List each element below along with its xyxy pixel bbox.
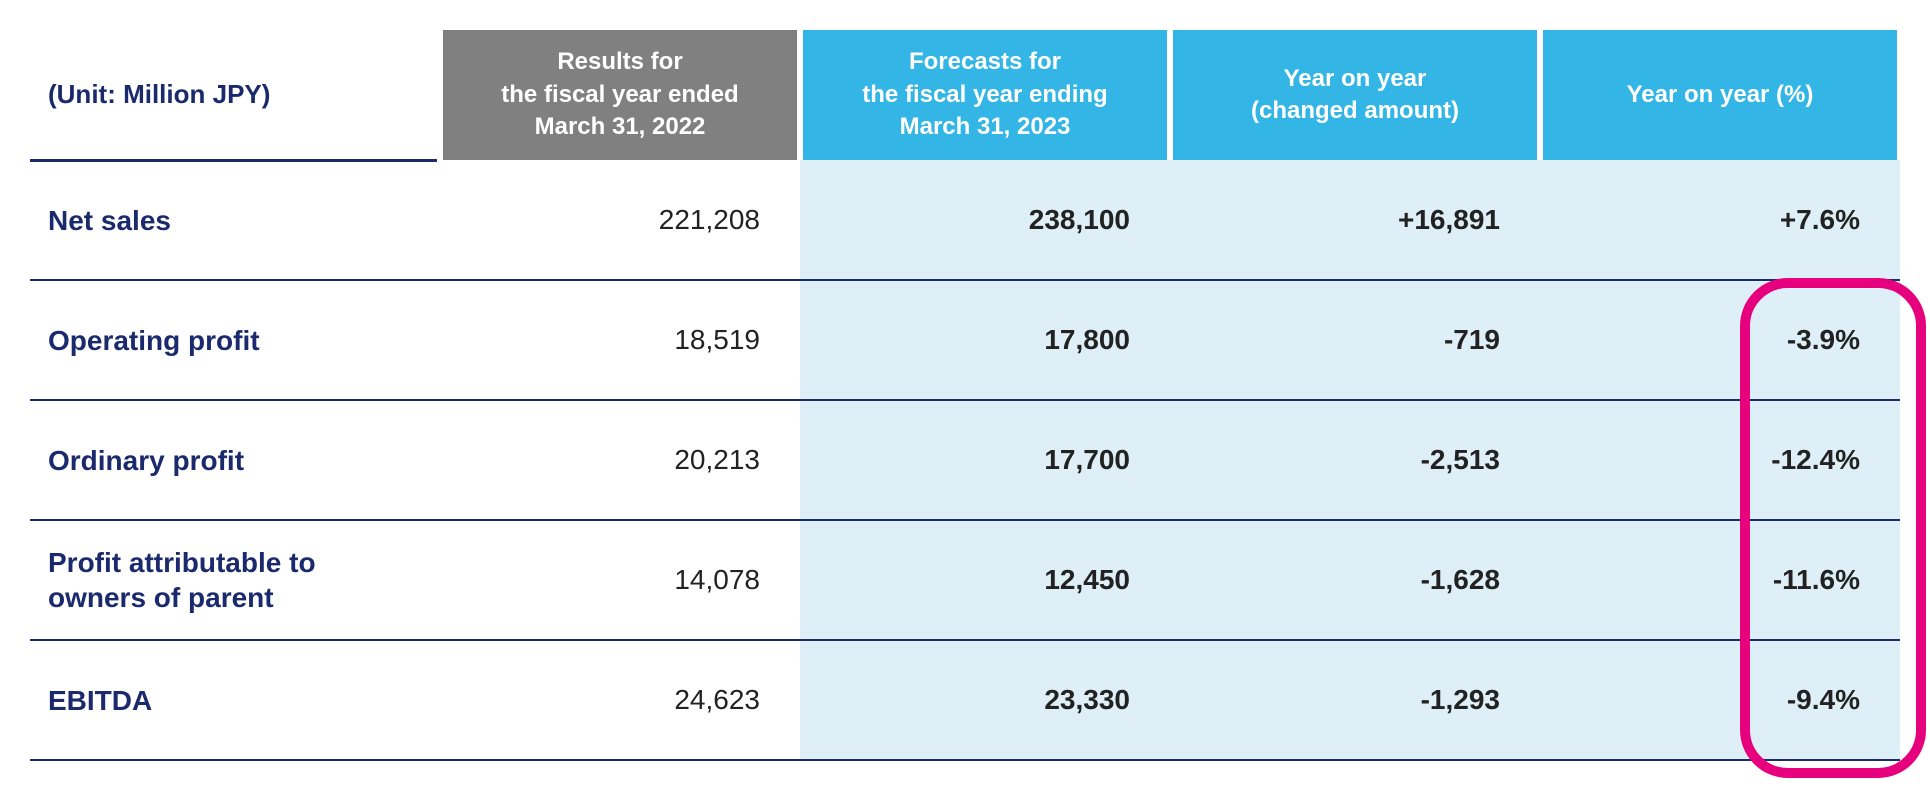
col-header-yoy-pct: Year on year (%): [1540, 30, 1900, 160]
cell-yoy-pct: +7.6%: [1540, 160, 1900, 280]
cell-forecast: 12,450: [800, 520, 1170, 640]
cell-forecast: 17,700: [800, 400, 1170, 520]
cell-yoy-pct: -12.4%: [1540, 400, 1900, 520]
table-row: Ordinary profit 20,213 17,700 -2,513 -12…: [30, 400, 1900, 520]
table-body: Net sales 221,208 238,100 +16,891 +7.6% …: [30, 160, 1900, 760]
cell-yoy-pct: -9.4%: [1540, 640, 1900, 760]
cell-results: 221,208: [440, 160, 800, 280]
table-wrapper: (Unit: Million JPY) Results forthe fisca…: [30, 30, 1900, 761]
cell-forecast: 17,800: [800, 280, 1170, 400]
col-header-results: Results forthe fiscal year endedMarch 31…: [440, 30, 800, 160]
row-label: Operating profit: [30, 280, 440, 400]
cell-results: 20,213: [440, 400, 800, 520]
unit-header: (Unit: Million JPY): [30, 30, 440, 160]
cell-results: 18,519: [440, 280, 800, 400]
cell-forecast: 238,100: [800, 160, 1170, 280]
table-row: Net sales 221,208 238,100 +16,891 +7.6%: [30, 160, 1900, 280]
cell-yoy-amount: -2,513: [1170, 400, 1540, 520]
cell-yoy-amount: +16,891: [1170, 160, 1540, 280]
header-row: (Unit: Million JPY) Results forthe fisca…: [30, 30, 1900, 160]
cell-results: 14,078: [440, 520, 800, 640]
cell-yoy-amount: -719: [1170, 280, 1540, 400]
cell-yoy-pct: -11.6%: [1540, 520, 1900, 640]
cell-forecast: 23,330: [800, 640, 1170, 760]
row-label: Ordinary profit: [30, 400, 440, 520]
unit-label: (Unit: Million JPY): [30, 77, 437, 112]
row-label: EBITDA: [30, 640, 440, 760]
cell-yoy-amount: -1,628: [1170, 520, 1540, 640]
row-label: Net sales: [30, 160, 440, 280]
table-row: EBITDA 24,623 23,330 -1,293 -9.4%: [30, 640, 1900, 760]
cell-yoy-pct: -3.9%: [1540, 280, 1900, 400]
cell-yoy-amount: -1,293: [1170, 640, 1540, 760]
col-header-yoy-amount: Year on year(changed amount): [1170, 30, 1540, 160]
table-row: Profit attributable toowners of parent 1…: [30, 520, 1900, 640]
col-header-forecast: Forecasts forthe fiscal year endingMarch…: [800, 30, 1170, 160]
cell-results: 24,623: [440, 640, 800, 760]
table-row: Operating profit 18,519 17,800 -719 -3.9…: [30, 280, 1900, 400]
row-label: Profit attributable toowners of parent: [30, 520, 440, 640]
financial-table: (Unit: Million JPY) Results forthe fisca…: [30, 30, 1903, 761]
